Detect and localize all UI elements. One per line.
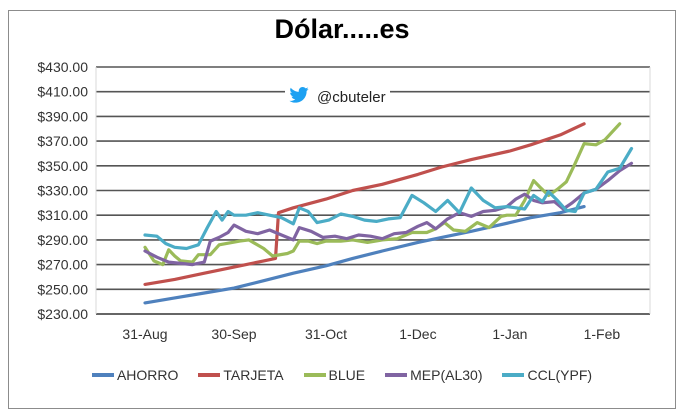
y-tick-label: $310.00 [37,207,88,223]
legend: AHORRO TARJETA BLUE MEP(AL30) CCL(YPF) [0,367,684,383]
x-tick-label: 30-Sep [211,326,256,342]
x-tick-label: 1-Dec [399,326,436,342]
legend-label: TARJETA [223,367,284,383]
legend-label: BLUE [328,367,366,383]
legend-swatch [198,373,221,377]
legend-swatch [303,373,326,377]
y-tick-label: $410.00 [37,84,88,100]
x-axis-ticks: 31-Aug 30-Sep 31-Oct 1-Dec 1-Jan 1-Feb [122,326,620,342]
legend-item: TARJETA [198,367,284,383]
gridlines [96,66,650,315]
legend-label: AHORRO [116,367,179,383]
legend-item: MEP(AL30) [385,367,482,383]
watermark-handle: @cbuteler [317,88,386,106]
series-line-mep-al30 [143,161,634,267]
x-tick-label: 1-Jan [492,326,527,342]
x-tick-label: 1-Feb [584,326,621,342]
twitter-bird-icon [289,87,309,107]
legend-label: MEP(AL30) [410,367,483,383]
y-tick-label: $230.00 [37,306,88,322]
legend-item: AHORRO [91,367,179,383]
y-tick-label: $270.00 [37,257,88,273]
y-tick-label: $290.00 [37,232,88,248]
y-tick-label: $430.00 [37,59,88,75]
legend-swatch [502,373,525,377]
watermark: @cbuteler [285,87,390,107]
legend-item: BLUE [303,367,366,383]
legend-swatch [385,373,408,377]
legend-item: CCL(YPF) [502,367,592,383]
series-line-ahorro [143,205,586,305]
y-tick-label: $370.00 [37,133,88,149]
y-tick-label: $390.00 [37,108,88,124]
y-tick-label: $350.00 [37,158,88,174]
x-tick-label: 31-Oct [305,326,347,342]
chart-title: Dólar.....es [274,14,410,44]
y-axis-ticks: $430.00 $410.00 $390.00 $370.00 $350.00 $330.… [37,59,88,322]
y-tick-label: $330.00 [37,183,88,199]
x-tick-label: 31-Aug [122,326,167,342]
series-line-ccl-ypf [143,146,634,251]
y-tick-label: $250.00 [37,281,88,297]
legend-label: CCL(YPF) [527,367,593,383]
legend-swatch [91,373,114,377]
series-line-tarjeta [143,122,586,286]
series-lines [143,122,634,305]
